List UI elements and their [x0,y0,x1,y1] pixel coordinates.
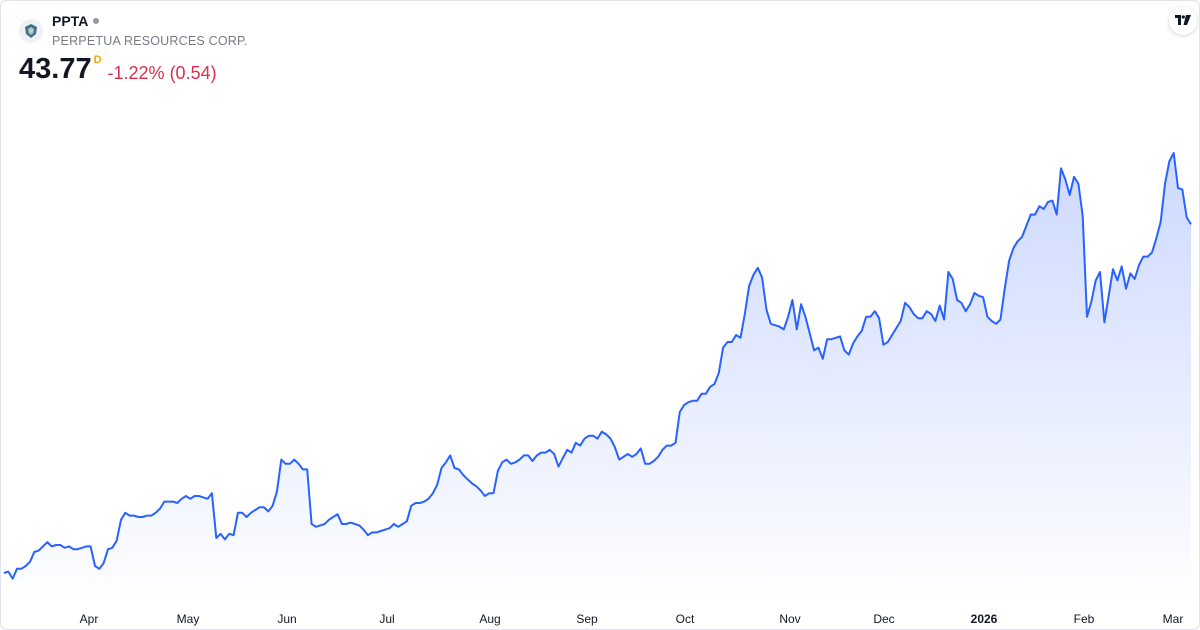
price-flag: D [93,54,102,66]
x-tick-label: May [177,612,200,626]
price-line[interactable] [3,152,1192,580]
market-status-dot [93,18,100,24]
perpetua-logo-icon [19,19,43,43]
company-name: PERPETUA RESOURCES CORP. [52,34,248,48]
x-tick-label: Oct [676,612,695,626]
x-tick-label: Apr [80,612,99,626]
x-tick-label: Jun [277,612,296,626]
x-tick-label: Mar [1163,612,1184,626]
x-tick-label: Nov [779,612,800,626]
x-tick-label: Feb [1074,612,1095,626]
tradingview-logo-icon[interactable] [1169,7,1197,35]
x-tick-label: 2026 [971,612,998,626]
x-tick-label: Sep [576,612,598,626]
price-change: -1.22% (0.54) [107,63,217,83]
x-tick-label: Dec [873,612,894,626]
price-area-fill [4,153,1191,601]
last-price: 43.77 [19,53,92,85]
x-tick-label: Jul [379,612,394,626]
ticker-symbol[interactable]: PPTA [52,13,89,29]
ticker-row: PPTA [52,13,100,29]
x-tick-label: Aug [479,612,500,626]
price-row: 43.77 D -1.22% (0.54) [19,53,217,85]
